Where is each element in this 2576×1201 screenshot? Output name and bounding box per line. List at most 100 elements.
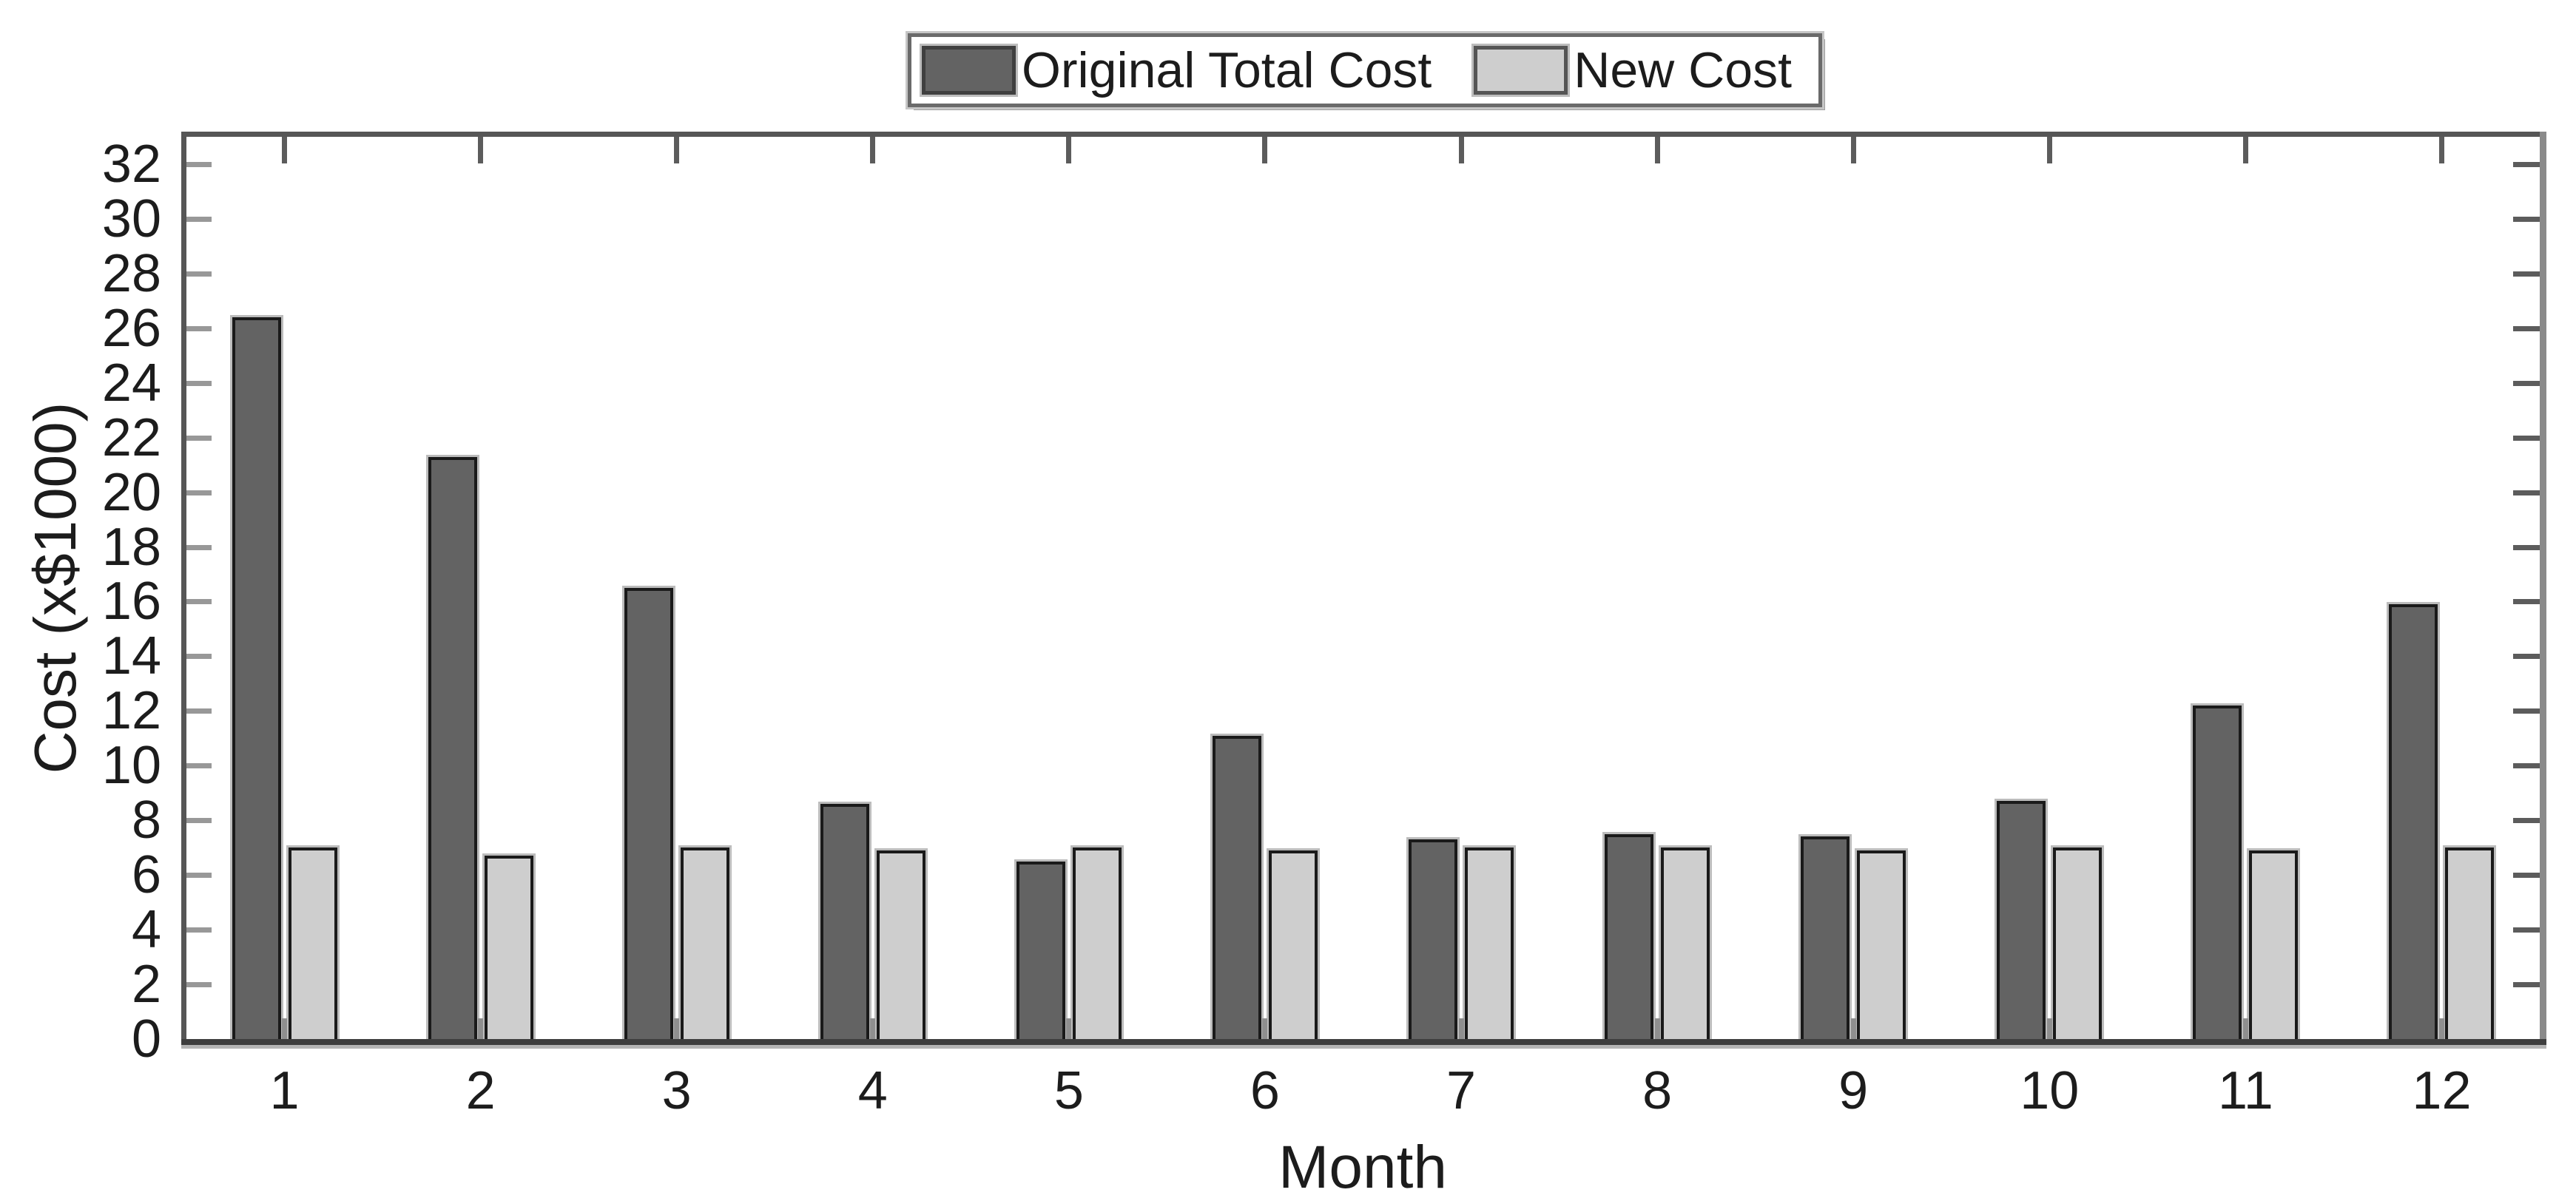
y-tick-right-16 xyxy=(2513,599,2540,605)
y-tick-left-4 xyxy=(186,927,212,933)
x-tick-bottom-4 xyxy=(870,1018,876,1039)
x-tick-label-12: 12 xyxy=(2412,1061,2472,1120)
y-tick-label-10: 10 xyxy=(101,736,161,796)
y-tick-left-20 xyxy=(186,490,212,495)
y-tick-right-20 xyxy=(2513,490,2540,495)
y-tick-right-32 xyxy=(2513,161,2540,167)
x-tick-bottom-9 xyxy=(1850,1018,1856,1039)
bar-original-month-8 xyxy=(1605,834,1654,1039)
bar-original-month-1 xyxy=(232,317,281,1039)
bar-new-month-7 xyxy=(1465,848,1514,1039)
y-tick-right-2 xyxy=(2513,982,2540,988)
bar-new-month-1 xyxy=(288,848,337,1039)
x-tick-label-5: 5 xyxy=(1053,1061,1084,1120)
x-tick-label-6: 6 xyxy=(1250,1061,1280,1120)
legend-swatch-original-total-cost xyxy=(922,46,1016,95)
x-tick-label-8: 8 xyxy=(1642,1061,1673,1120)
x-tick-bottom-5 xyxy=(1066,1018,1072,1039)
y-tick-left-8 xyxy=(186,818,212,824)
y-tick-left-6 xyxy=(186,873,212,879)
x-tick-bottom-12 xyxy=(2438,1018,2444,1039)
y-tick-label-32: 32 xyxy=(101,134,161,194)
x-tick-bottom-8 xyxy=(1654,1018,1660,1039)
y-tick-right-8 xyxy=(2513,818,2540,824)
y-tick-left-12 xyxy=(186,708,212,714)
x-tick-label-4: 4 xyxy=(857,1061,888,1120)
y-tick-label-12: 12 xyxy=(101,681,161,741)
y-tick-right-22 xyxy=(2513,435,2540,441)
x-tick-label-9: 9 xyxy=(1838,1061,1869,1120)
x-tick-top-6 xyxy=(1262,137,1268,163)
bar-original-month-12 xyxy=(2389,604,2438,1039)
y-tick-left-22 xyxy=(186,435,212,441)
y-tick-label-28: 28 xyxy=(101,243,161,303)
x-tick-top-5 xyxy=(1066,137,1072,163)
x-tick-bottom-1 xyxy=(282,1018,288,1039)
axis-frame-right xyxy=(2540,132,2546,1045)
bar-new-month-2 xyxy=(484,856,533,1039)
axis-frame-top xyxy=(181,132,2546,137)
bar-original-month-4 xyxy=(820,804,869,1039)
x-tick-bottom-11 xyxy=(2242,1018,2248,1039)
y-tick-label-14: 14 xyxy=(101,626,161,686)
bar-new-month-10 xyxy=(2053,848,2103,1039)
y-tick-label-6: 6 xyxy=(131,845,161,905)
y-tick-right-24 xyxy=(2513,380,2540,386)
axis-frame-bottom xyxy=(181,1039,2546,1045)
bar-new-month-9 xyxy=(1857,850,1906,1039)
x-tick-label-7: 7 xyxy=(1446,1061,1477,1120)
axis-frame-left xyxy=(181,132,186,1045)
bar-original-month-11 xyxy=(2193,706,2242,1039)
x-tick-top-7 xyxy=(1458,137,1464,163)
x-tick-label-11: 11 xyxy=(2218,1061,2273,1120)
x-tick-top-3 xyxy=(674,137,680,163)
y-tick-label-22: 22 xyxy=(101,407,161,467)
x-tick-label-3: 3 xyxy=(661,1061,692,1120)
y-tick-left-18 xyxy=(186,544,212,550)
x-tick-label-2: 2 xyxy=(465,1061,496,1120)
y-tick-right-12 xyxy=(2513,708,2540,714)
x-tick-top-9 xyxy=(1850,137,1856,163)
x-tick-top-1 xyxy=(282,137,288,163)
y-tick-label-4: 4 xyxy=(131,900,161,960)
y-tick-label-24: 24 xyxy=(101,353,161,413)
x-tick-top-11 xyxy=(2242,137,2248,163)
legend-label-original-total-cost: Original Total Cost xyxy=(1022,42,1432,98)
x-axis-title: Month xyxy=(1278,1134,1447,1201)
y-tick-right-28 xyxy=(2513,271,2540,277)
bar-new-month-6 xyxy=(1268,850,1318,1039)
y-tick-left-24 xyxy=(186,380,212,386)
y-tick-left-32 xyxy=(186,161,212,167)
bar-original-month-3 xyxy=(624,588,673,1039)
y-tick-left-2 xyxy=(186,982,212,988)
bar-new-month-5 xyxy=(1072,848,1122,1039)
bar-new-month-8 xyxy=(1661,848,1710,1039)
bar-new-month-12 xyxy=(2445,848,2495,1039)
y-tick-right-4 xyxy=(2513,927,2540,933)
y-tick-label-16: 16 xyxy=(101,572,161,632)
y-tick-label-18: 18 xyxy=(101,517,161,577)
x-tick-top-4 xyxy=(870,137,876,163)
y-tick-right-10 xyxy=(2513,763,2540,769)
bar-new-month-3 xyxy=(680,848,729,1039)
bar-original-month-7 xyxy=(1409,839,1458,1039)
x-tick-top-10 xyxy=(2046,137,2052,163)
y-tick-right-18 xyxy=(2513,544,2540,550)
bar-original-month-6 xyxy=(1212,736,1261,1039)
x-tick-bottom-6 xyxy=(1262,1018,1268,1039)
y-tick-left-10 xyxy=(186,763,212,769)
y-tick-label-30: 30 xyxy=(101,189,161,248)
bar-original-month-2 xyxy=(428,457,477,1039)
y-tick-left-26 xyxy=(186,325,212,331)
x-tick-top-12 xyxy=(2438,137,2444,163)
legend-label-new-cost: New Cost xyxy=(1574,42,1792,98)
y-tick-label-20: 20 xyxy=(101,462,161,522)
axis-frame-shadow xyxy=(181,1045,2546,1049)
y-tick-left-28 xyxy=(186,271,212,277)
x-tick-bottom-2 xyxy=(478,1018,484,1039)
y-tick-label-2: 2 xyxy=(131,955,161,1015)
x-tick-label-1: 1 xyxy=(269,1061,300,1120)
y-tick-right-6 xyxy=(2513,873,2540,879)
x-tick-bottom-3 xyxy=(674,1018,680,1039)
